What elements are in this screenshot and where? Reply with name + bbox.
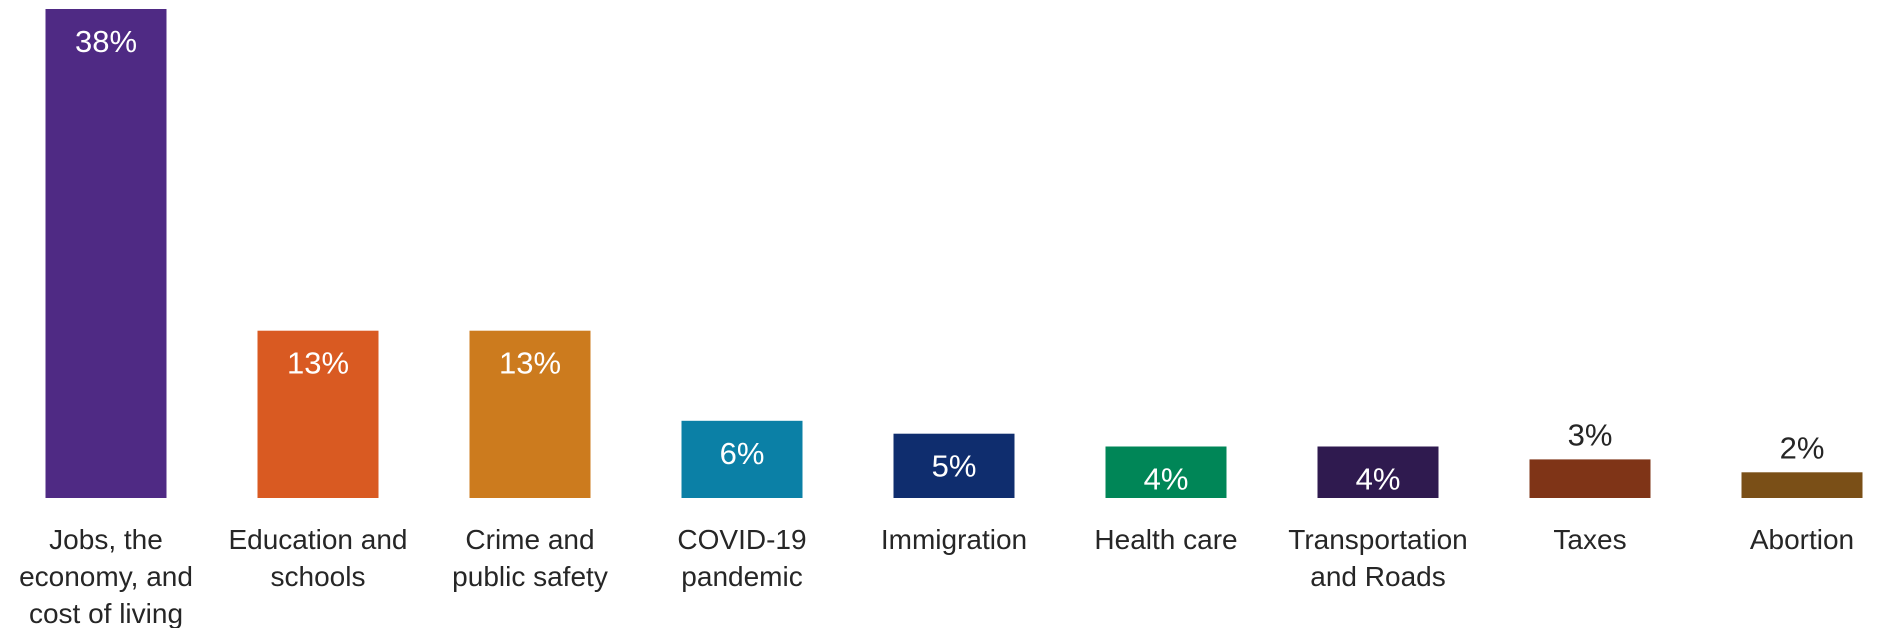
category-label-0: Jobs, the economy, and cost of living [19, 524, 193, 628]
category-label-6-line-1: and Roads [1310, 561, 1445, 592]
category-label-0-line-2: cost of living [29, 598, 183, 628]
category-label-0-line-0: Jobs, the [49, 524, 163, 555]
value-label-8: 2% [1780, 430, 1825, 465]
bar-2 [469, 330, 591, 498]
value-label-4: 5% [932, 449, 977, 484]
category-label-1-line-0: Education and [228, 524, 407, 555]
category-label-5-line-0: Health care [1094, 524, 1237, 555]
value-label-2: 13% [499, 346, 561, 381]
category-label-3-line-1: pandemic [681, 561, 802, 592]
value-label-1: 13% [287, 346, 349, 381]
category-label-1-line-1: schools [271, 561, 366, 592]
bar-7 [1529, 459, 1651, 498]
category-label-3-line-0: COVID-19 [677, 524, 806, 555]
bars-group [45, 9, 1863, 498]
value-label-3: 6% [720, 436, 765, 471]
category-label-0-line-1: economy, and [19, 561, 193, 592]
bar-3 [681, 420, 803, 498]
bar-5 [1105, 446, 1227, 498]
category-label-4: Immigration [881, 524, 1027, 555]
category-label-2-line-1: public safety [452, 561, 608, 592]
value-label-0: 38% [75, 24, 137, 59]
value-label-7: 3% [1568, 417, 1613, 452]
bar-4 [893, 433, 1015, 498]
category-label-4-line-0: Immigration [881, 524, 1027, 555]
bar-8 [1741, 472, 1863, 498]
category-label-7: Taxes [1553, 524, 1626, 555]
category-label-3: COVID-19 pandemic [677, 524, 806, 592]
category-label-2-line-0: Crime and [465, 524, 594, 555]
category-label-2: Crime and public safety [452, 524, 608, 592]
value-label-5: 4% [1144, 462, 1189, 497]
category-label-6-line-0: Transportation [1288, 524, 1468, 555]
category-label-7-line-0: Taxes [1553, 524, 1626, 555]
value-label-6: 4% [1356, 462, 1401, 497]
category-label-8-line-0: Abortion [1750, 524, 1854, 555]
category-label-6: Transportation and Roads [1288, 524, 1468, 592]
bar-6 [1317, 446, 1439, 498]
bar-0 [45, 9, 167, 498]
bar-1 [257, 330, 379, 498]
category-labels-group: Jobs, the economy, and cost of living Educa… [19, 524, 1854, 628]
category-label-1: Education and schools [228, 524, 407, 592]
value-labels-group: 38% 13% 13% 6% 5% 4% 4% 3% 2% [75, 24, 1824, 497]
category-label-8: Abortion [1750, 524, 1854, 555]
category-label-5: Health care [1094, 524, 1237, 555]
